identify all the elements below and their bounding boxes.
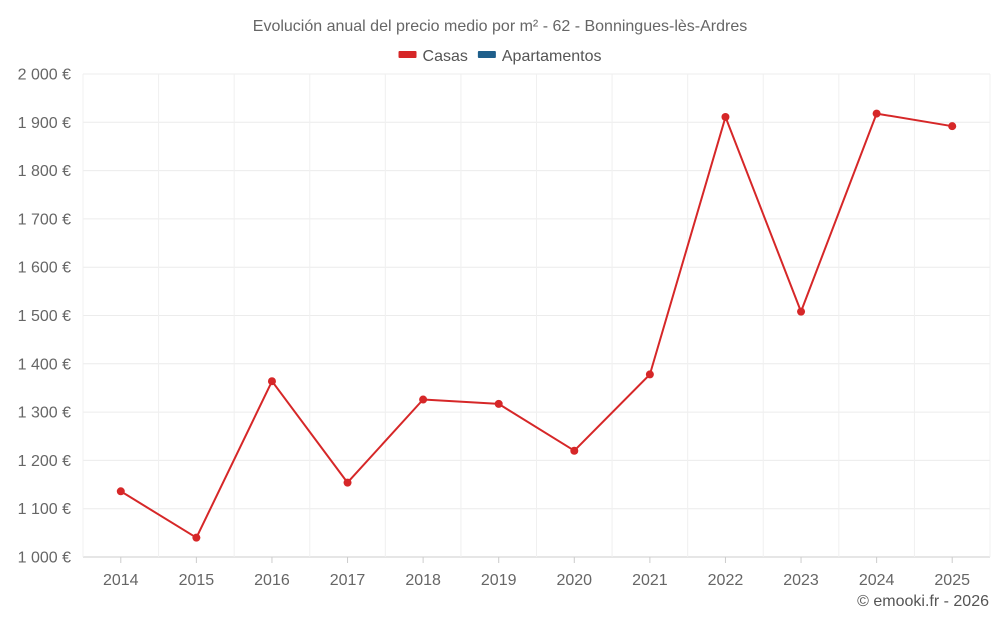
y-tick-label: 1 000 € xyxy=(18,550,71,567)
y-tick-label: 1 300 € xyxy=(18,405,71,422)
credit-text: © emooki.fr - 2026 xyxy=(857,593,989,610)
legend: Casas Apartamentos xyxy=(398,48,602,65)
x-tick-label: 2015 xyxy=(179,572,215,589)
x-tick-label: 2017 xyxy=(330,572,366,589)
legend-item-apartamentos: Apartamentos xyxy=(477,48,602,65)
data-point xyxy=(570,446,579,455)
data-point xyxy=(721,112,730,121)
data-point xyxy=(872,109,881,118)
series-line-casas xyxy=(120,112,953,539)
data-point xyxy=(116,487,125,496)
y-tick-label: 1 200 € xyxy=(18,453,71,470)
legend-items: Casas Apartamentos xyxy=(398,48,602,65)
data-point xyxy=(797,307,806,316)
y-tick-label: 1 100 € xyxy=(18,501,71,518)
legend-label: Casas xyxy=(423,48,468,65)
y-tick-label: 1 400 € xyxy=(18,356,71,373)
data-point xyxy=(419,395,428,404)
data-point xyxy=(948,122,957,131)
x-tick-label: 2025 xyxy=(934,572,970,589)
x-tick-label: 2023 xyxy=(783,572,819,589)
legend-swatch xyxy=(398,51,417,58)
x-tick-label: 2022 xyxy=(708,572,744,589)
legend-label: Apartamentos xyxy=(502,48,602,65)
data-point xyxy=(645,370,654,379)
series-layer xyxy=(116,109,957,542)
data-point xyxy=(192,533,201,542)
y-tick-label: 1 900 € xyxy=(18,115,71,132)
x-tick-label: 2024 xyxy=(859,572,895,589)
y-tick-label: 1 800 € xyxy=(18,163,71,180)
x-axis: 2014 2015 2016 2017 2018 2019 2020 2021 2022 2023… xyxy=(103,557,970,589)
legend-item-casas: Casas xyxy=(398,48,468,65)
data-point xyxy=(494,399,503,408)
y-tick-label: 2 000 € xyxy=(18,67,71,84)
data-point xyxy=(343,478,352,487)
y-tick-label: 1 700 € xyxy=(18,211,71,228)
grid xyxy=(82,73,991,558)
y-tick-label: 1 600 € xyxy=(18,260,71,277)
chart-title: Evolución anual del precio medio por m² … xyxy=(253,18,747,35)
data-point xyxy=(267,377,276,386)
x-tick-label: 2014 xyxy=(103,572,139,589)
y-tick-label: 1 500 € xyxy=(18,308,71,325)
legend-swatch xyxy=(477,51,496,58)
x-tick-label: 2021 xyxy=(632,572,668,589)
x-tick-label: 2018 xyxy=(405,572,441,589)
x-tick-label: 2019 xyxy=(481,572,517,589)
y-axis: 1 000 € 1 100 € 1 200 € 1 300 € 1 400 € 1 500… xyxy=(18,67,71,567)
x-tick-label: 2016 xyxy=(254,572,290,589)
x-tick-label: 2020 xyxy=(556,572,592,589)
